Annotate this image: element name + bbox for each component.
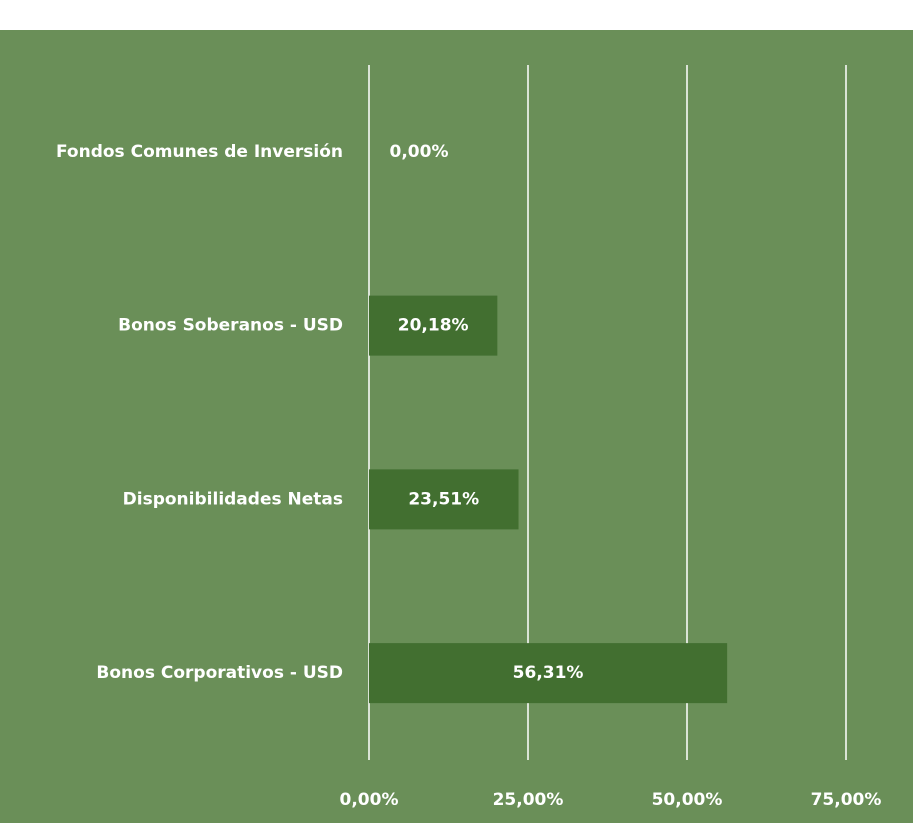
x-tick-label: 50,00% [652,790,723,810]
value-label: 20,18% [398,316,469,336]
x-tick-label: 0,00% [340,790,399,810]
value-label: 0,00% [390,142,449,162]
category-label: Disponibilidades Netas [123,489,343,509]
value-label: 56,31% [513,663,584,683]
x-tick-label: 25,00% [493,790,564,810]
bar [369,643,728,704]
bar [369,295,498,356]
value-label: 23,51% [408,489,479,509]
bar [369,469,519,530]
category-label: Bonos Corporativos - USD [96,663,343,683]
category-label: Bonos Soberanos - USD [118,316,343,336]
x-tick-label: 75,00% [811,790,882,810]
category-label: Fondos Comunes de Inversión [56,142,343,162]
